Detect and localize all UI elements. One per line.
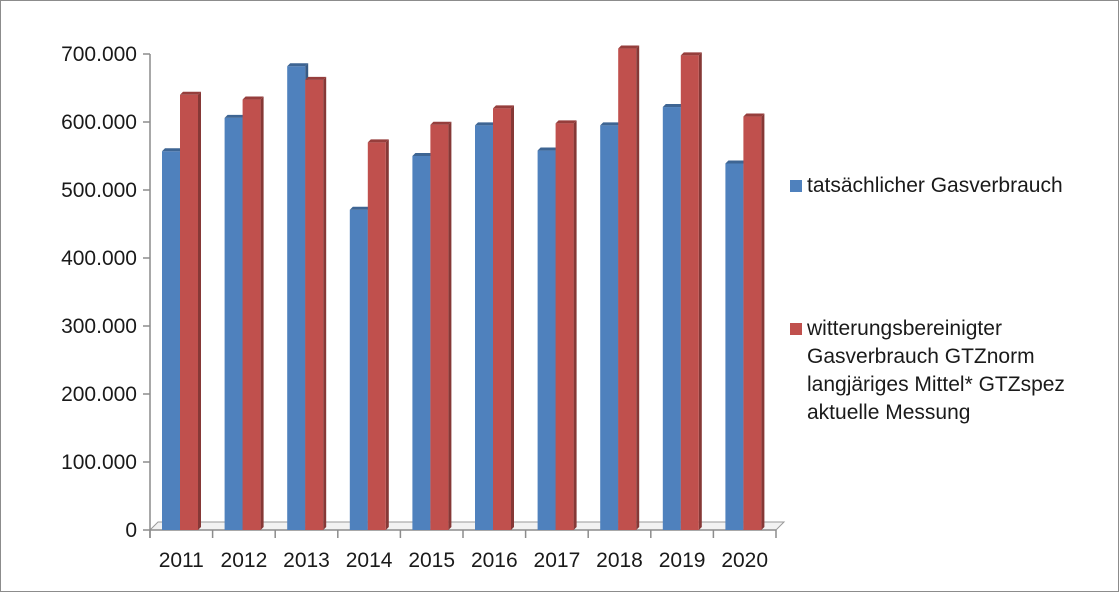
bar-weather-adjusted-2019 bbox=[680, 52, 702, 531]
chart-bars bbox=[162, 45, 765, 531]
bar-side bbox=[198, 91, 201, 531]
bar-actual-2016 bbox=[475, 122, 496, 531]
y-tick-label: 300.000 bbox=[61, 315, 137, 338]
bar-front bbox=[743, 116, 762, 530]
bar-front bbox=[349, 209, 368, 530]
bar-weather-adjusted-2014 bbox=[367, 139, 389, 530]
bar-top bbox=[412, 153, 434, 156]
bar-front bbox=[680, 55, 699, 531]
bar-front bbox=[493, 108, 511, 531]
bar-top bbox=[555, 120, 577, 124]
bar-weather-adjusted-2018 bbox=[618, 45, 640, 531]
x-tick-label: 2020 bbox=[721, 549, 768, 572]
bar-front bbox=[287, 66, 306, 531]
bar-side bbox=[636, 45, 640, 531]
bar-top bbox=[725, 160, 747, 164]
bar-weather-adjusted-2015 bbox=[430, 121, 452, 530]
bar-front bbox=[242, 99, 261, 530]
legend-swatch-actual bbox=[790, 180, 802, 192]
bar-front bbox=[662, 107, 681, 530]
bar-top bbox=[493, 105, 514, 109]
bar-actual-2020 bbox=[725, 160, 747, 531]
bar-side bbox=[260, 96, 264, 530]
y-tick-label: 700.000 bbox=[61, 43, 137, 66]
bar-top bbox=[162, 148, 183, 152]
bar-top bbox=[680, 52, 702, 56]
y-tick-label: 100.000 bbox=[61, 451, 137, 474]
bar-top bbox=[662, 104, 684, 108]
y-tick-label: 0 bbox=[125, 519, 137, 542]
bar-top bbox=[287, 63, 309, 67]
bar-top bbox=[367, 139, 389, 143]
bar-side bbox=[511, 105, 514, 531]
y-tick-label: 600.000 bbox=[61, 111, 137, 134]
bar-top bbox=[242, 96, 264, 100]
bar-front bbox=[367, 142, 386, 530]
x-tick-label: 2014 bbox=[346, 549, 393, 572]
bar-weather-adjusted-2011 bbox=[180, 91, 201, 531]
x-tick-label: 2012 bbox=[221, 549, 268, 572]
bar-weather-adjusted-2016 bbox=[493, 105, 514, 531]
bar-top bbox=[349, 206, 371, 210]
x-tick-label: 2019 bbox=[659, 549, 706, 572]
chart-tick-labels: 0 100.000 200.000 300.000 400.000 500.000 600.… bbox=[61, 43, 768, 572]
bar-top bbox=[600, 122, 622, 126]
bar-top bbox=[224, 114, 246, 118]
bar-side bbox=[698, 52, 702, 531]
bar-actual-2013 bbox=[287, 63, 309, 531]
y-tick-label: 400.000 bbox=[61, 247, 137, 270]
bar-top bbox=[475, 122, 496, 126]
x-tick-label: 2018 bbox=[596, 549, 643, 572]
bar-front bbox=[475, 125, 493, 531]
bar-front bbox=[430, 124, 449, 530]
bar-side bbox=[761, 113, 765, 530]
bar-front bbox=[618, 48, 637, 531]
bar-front bbox=[537, 150, 556, 530]
bar-side bbox=[448, 121, 452, 530]
bar-actual-2011 bbox=[162, 148, 183, 531]
bar-actual-2017 bbox=[537, 147, 559, 530]
bar-weather-adjusted-2017 bbox=[555, 120, 577, 531]
bar-actual-2012 bbox=[224, 114, 246, 531]
bar-top bbox=[537, 147, 559, 151]
bar-side bbox=[573, 120, 577, 531]
bar-weather-adjusted-2012 bbox=[242, 96, 264, 530]
x-tick-label: 2015 bbox=[408, 549, 455, 572]
bar-actual-2018 bbox=[600, 122, 622, 531]
bar-front bbox=[305, 79, 324, 530]
bar-top bbox=[180, 91, 201, 95]
x-tick-label: 2013 bbox=[283, 549, 330, 572]
legend-item-weather-adjusted: witterungsbereinigter Gasverbrauch GTZno… bbox=[790, 315, 1065, 427]
bar-side bbox=[323, 76, 327, 530]
y-tick-label: 500.000 bbox=[61, 179, 137, 202]
y-tick-label: 200.000 bbox=[61, 383, 137, 406]
bar-actual-2019 bbox=[662, 104, 684, 530]
legend-label-actual: tatsächlicher Gasverbrauch bbox=[807, 174, 1063, 197]
legend-swatch-weather-adjusted bbox=[790, 323, 802, 335]
bar-weather-adjusted-2020 bbox=[743, 113, 765, 530]
x-tick-label: 2016 bbox=[471, 549, 518, 572]
bar-front bbox=[180, 94, 198, 531]
bar-front bbox=[725, 163, 744, 531]
bar-top bbox=[430, 121, 452, 125]
bar-actual-2014 bbox=[349, 206, 371, 530]
x-tick-label: 2011 bbox=[159, 549, 204, 572]
bar-weather-adjusted-2013 bbox=[305, 76, 327, 530]
bar-top bbox=[305, 76, 327, 80]
bar-side bbox=[385, 139, 389, 530]
bar-front bbox=[224, 117, 243, 531]
x-tick-label: 2017 bbox=[534, 549, 581, 572]
legend-label-weather-adjusted: witterungsbereinigter Gasverbrauch GTZno… bbox=[807, 317, 1065, 424]
bar-top bbox=[743, 113, 765, 117]
bar-actual-2015 bbox=[412, 153, 434, 530]
bar-front bbox=[600, 125, 619, 531]
bar-front bbox=[412, 156, 431, 530]
legend-item-actual: tatsächlicher Gasverbrauch bbox=[790, 172, 1063, 200]
bar-front bbox=[162, 151, 180, 531]
bar-top bbox=[618, 45, 640, 49]
bar-front bbox=[555, 123, 574, 531]
